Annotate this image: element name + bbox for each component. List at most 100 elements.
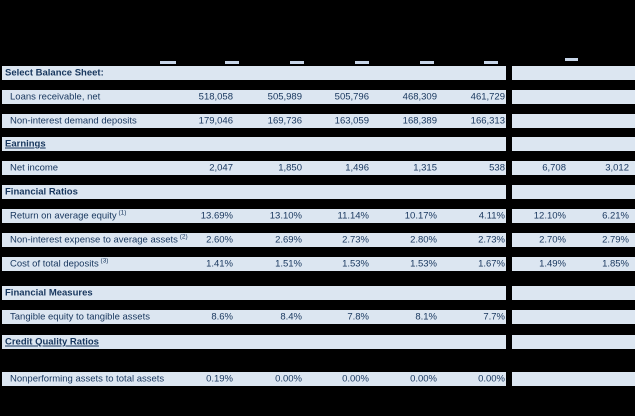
value-cell: 166,313 <box>470 115 505 127</box>
main-row-band: Financial Ratios <box>2 185 506 199</box>
value-cell: 179,046 <box>198 115 233 127</box>
value-cell: 7.8% <box>347 311 369 323</box>
extra-row-band: 1.49% 1.85% <box>512 257 635 271</box>
value-cell: 163,059 <box>334 115 369 127</box>
main-row-band: Return on average equity (1) 13.69% 13.10%… <box>2 209 506 223</box>
main-row-band: Loans receivable, net 518,058 505,989 505,7… <box>2 90 506 104</box>
value-cell: 468,309 <box>402 91 437 103</box>
value-cell: 2,047 <box>209 162 233 174</box>
value-cell: 10.17% <box>404 210 437 222</box>
section-row: Earnings <box>0 137 635 151</box>
section-row: Select Balance Sheet: <box>0 66 635 80</box>
value-cell: 2.73% <box>342 234 369 246</box>
column-underline-mark <box>225 61 239 64</box>
extra-value-cell: 3,012 <box>605 162 629 174</box>
value-cell: 1,496 <box>345 162 369 174</box>
extra-row-band: 2.70% 2.79% <box>512 233 635 247</box>
value-cell: 8.1% <box>415 311 437 323</box>
value-cell: 518,058 <box>198 91 233 103</box>
column-underline-mark <box>290 61 304 64</box>
column-underline-mark <box>484 61 498 64</box>
value-cell: 7.7% <box>483 311 505 323</box>
row-label: Non-interest expense to average assets (… <box>10 233 188 246</box>
value-cell: 8.4% <box>280 311 302 323</box>
extra-row-band: 6,708 3,012 <box>512 161 635 175</box>
row-label: Financial Measures <box>5 287 93 299</box>
row-label: Select Balance Sheet: <box>5 67 104 79</box>
extra-value-cell: 6,708 <box>542 162 566 174</box>
value-cell: 168,389 <box>402 115 437 127</box>
value-cell: 0.19% <box>206 373 233 385</box>
value-cell: 2.60% <box>206 234 233 246</box>
section-row: Credit Quality Ratios <box>0 335 635 349</box>
value-cell: 1.53% <box>410 258 437 270</box>
value-cell: 461,729 <box>470 91 505 103</box>
column-underline-mark <box>355 61 369 64</box>
table-row: Nonperforming assets to total assets 0.19… <box>0 372 635 386</box>
row-label: Financial Ratios <box>5 186 78 198</box>
extra-value-cell: 2.79% <box>602 234 629 246</box>
value-cell: 0.00% <box>478 373 505 385</box>
section-row: Financial Measures <box>0 286 635 300</box>
extra-row-band <box>512 185 635 199</box>
row-label: Credit Quality Ratios <box>5 336 99 348</box>
value-cell: 2.73% <box>478 234 505 246</box>
main-row-band: Non-interest expense to average assets (… <box>2 233 506 247</box>
footnote-marker: (1) <box>116 209 127 217</box>
main-row-band: Credit Quality Ratios <box>2 335 506 349</box>
main-row-band: Tangible equity to tangible assets 8.6% 8.… <box>2 310 506 324</box>
column-underline-mark <box>565 58 578 61</box>
main-row-band: Net income 2,047 1,850 1,496 1,315 538 <box>2 161 506 175</box>
extra-row-band <box>512 137 635 151</box>
footnote-marker: (2) <box>177 233 188 241</box>
value-cell: 1.53% <box>342 258 369 270</box>
section-row: Financial Ratios <box>0 185 635 199</box>
main-row-band: Nonperforming assets to total assets 0.19… <box>2 372 506 386</box>
column-underline-mark <box>420 61 434 64</box>
value-cell: 2.69% <box>275 234 302 246</box>
extra-value-cell: 1.49% <box>539 258 566 270</box>
table-row: Tangible equity to tangible assets 8.6% 8.… <box>0 310 635 324</box>
table-row: Loans receivable, net 518,058 505,989 505,7… <box>0 90 635 104</box>
value-cell: 1.67% <box>478 258 505 270</box>
value-cell: 11.14% <box>337 210 369 222</box>
table-row: Net income 2,047 1,850 1,496 1,315 538 6,708 3,… <box>0 161 635 175</box>
value-cell: 538 <box>489 162 505 174</box>
table-row: Non-interest demand deposits 179,046 169,7… <box>0 114 635 128</box>
main-row-band: Earnings <box>2 137 506 151</box>
row-label: Tangible equity to tangible assets <box>10 311 150 323</box>
extra-row-band <box>512 310 635 324</box>
value-cell: 13.10% <box>269 210 302 222</box>
extra-row-band <box>512 66 635 80</box>
main-row-band: Non-interest demand deposits 179,046 169,7… <box>2 114 506 128</box>
row-label: Cost of total deposits (3) <box>10 257 109 270</box>
value-cell: 0.00% <box>275 373 302 385</box>
extra-value-cell: 1.85% <box>602 258 629 270</box>
row-label: Non-interest demand deposits <box>10 115 137 127</box>
extra-value-cell: 2.70% <box>539 234 566 246</box>
value-cell: 1,315 <box>413 162 437 174</box>
value-cell: 1.41% <box>206 258 233 270</box>
value-cell: 8.6% <box>211 311 233 323</box>
table-row: Cost of total deposits (3) 1.41% 1.51% 1.53… <box>0 257 635 271</box>
extra-row-band <box>512 286 635 300</box>
extra-row-band <box>512 90 635 104</box>
value-cell: 505,989 <box>267 91 302 103</box>
row-label: Loans receivable, net <box>10 91 101 103</box>
table-row: Return on average equity (1) 13.69% 13.10%… <box>0 209 635 223</box>
table-row: Non-interest expense to average assets (… <box>0 233 635 247</box>
extra-row-band <box>512 372 635 386</box>
extra-value-cell: 12.10% <box>533 210 566 222</box>
redacted-header-block <box>0 0 635 66</box>
value-cell: 0.00% <box>342 373 369 385</box>
main-row-band: Financial Measures <box>2 286 506 300</box>
footnote-marker: (3) <box>98 257 109 265</box>
value-cell: 2.80% <box>410 234 437 246</box>
value-cell: 4.11% <box>478 210 505 222</box>
extra-value-cell: 6.21% <box>602 210 629 222</box>
value-cell: 169,736 <box>267 115 302 127</box>
value-cell: 13.69% <box>200 210 233 222</box>
row-label: Nonperforming assets to total assets <box>10 373 165 385</box>
row-label: Net income <box>10 162 59 174</box>
